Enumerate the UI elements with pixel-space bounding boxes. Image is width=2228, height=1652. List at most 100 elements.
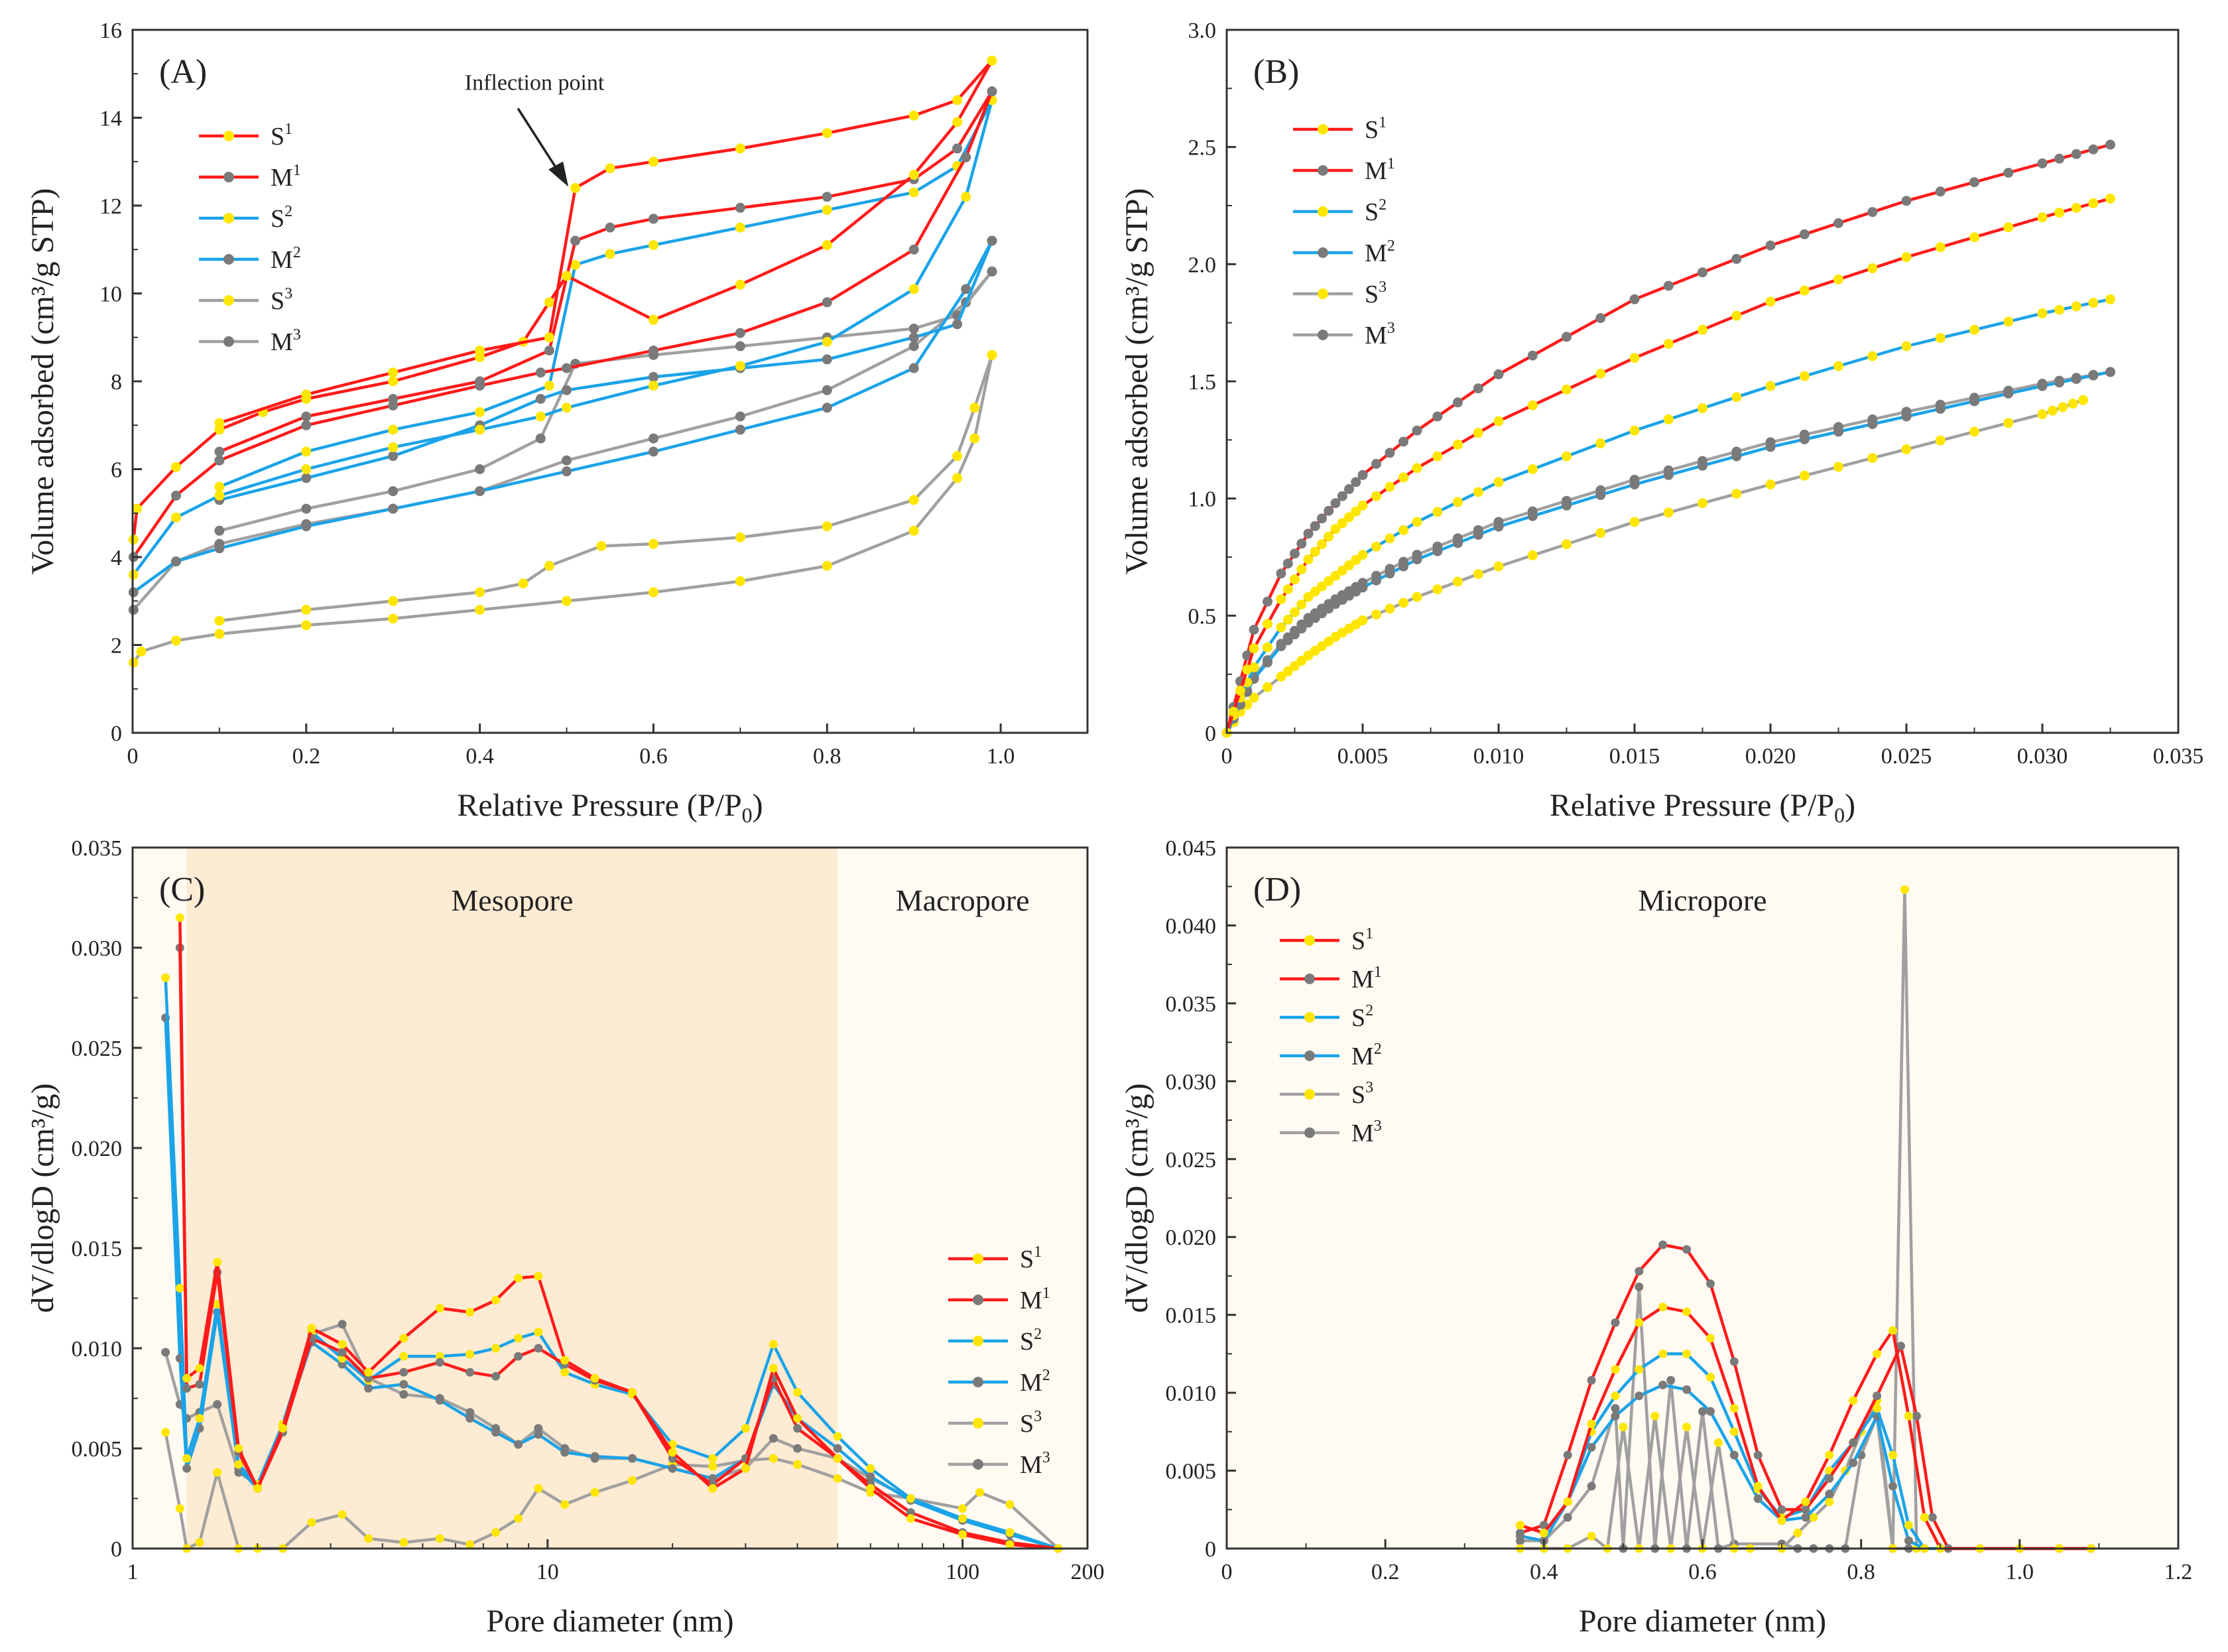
x-tick-label: 0.2 — [1371, 1560, 1400, 1584]
data-point — [822, 354, 832, 365]
data-point — [735, 532, 745, 542]
data-point — [649, 214, 658, 224]
data-point — [514, 1273, 523, 1283]
data-point — [2037, 409, 2048, 419]
legend-marker — [1318, 288, 1328, 299]
panel-b: 0 0.5 1.0 1.5 2.0 2.5 3.0 0 0.005 0.010 0.015 0.020… — [1119, 19, 2203, 827]
legend-marker — [1304, 1089, 1315, 1100]
data-point — [301, 503, 312, 514]
data-point — [590, 1488, 599, 1497]
panel-label: (C) — [159, 871, 205, 909]
data-point — [534, 1430, 543, 1439]
legend-marker — [973, 1418, 983, 1429]
data-point — [214, 455, 225, 466]
data-point — [562, 385, 572, 395]
data-point — [1290, 629, 1300, 640]
data-point — [866, 1484, 875, 1493]
legend-label: S2 — [271, 203, 292, 233]
data-point — [2071, 301, 2081, 312]
data-point — [708, 1454, 717, 1463]
data-point — [562, 455, 572, 466]
data-point — [1901, 196, 1912, 206]
x-tick-label: 0 — [1221, 744, 1233, 769]
data-point — [1731, 451, 1742, 462]
data-point — [171, 490, 181, 501]
data-point — [182, 1454, 192, 1463]
legend-marker — [223, 295, 234, 306]
data-point — [234, 1444, 243, 1453]
data-point — [708, 1474, 717, 1483]
data-point — [1385, 604, 1395, 614]
data-point — [2054, 304, 2065, 315]
data-point — [1663, 507, 1674, 518]
data-point — [649, 371, 658, 382]
data-point — [175, 1504, 184, 1513]
data-point — [969, 403, 980, 413]
data-point — [1242, 665, 1253, 675]
y-tick-label: 0 — [111, 1537, 122, 1562]
data-point — [1473, 529, 1483, 540]
data-point — [1587, 1375, 1596, 1385]
data-point — [1432, 546, 1443, 556]
data-point — [1317, 581, 1327, 592]
y-tick-label: 0.030 — [1166, 1070, 1217, 1094]
y-axis-label: Volume adsorbed (cm³/g STP) — [1119, 188, 1154, 575]
data-point — [708, 1462, 717, 1471]
legend-label: S3 — [1365, 279, 1387, 308]
data-point — [1398, 436, 1408, 447]
data-point — [1385, 481, 1395, 492]
y-axis-label: dV/dlogD (cm³/g) — [1119, 1083, 1154, 1312]
legend-label: M2 — [1351, 1041, 1382, 1070]
data-point — [961, 284, 971, 294]
data-point — [475, 486, 485, 497]
data-point — [2054, 208, 2065, 218]
data-point — [301, 446, 312, 457]
data-point — [1731, 489, 1742, 499]
data-point — [1928, 1513, 1937, 1522]
series-line — [1519, 1352, 1941, 1551]
y-tick-label: 0.020 — [1166, 1226, 1217, 1250]
data-point — [234, 1460, 243, 1469]
y-tick-label: 0.030 — [72, 936, 123, 961]
data-point — [1635, 1365, 1644, 1374]
data-point — [182, 1464, 192, 1473]
data-point — [1235, 685, 1245, 696]
data-point — [1801, 1505, 1810, 1514]
data-point — [301, 620, 312, 631]
data-point — [1249, 643, 1259, 654]
data-point — [1263, 596, 1272, 607]
data-point — [735, 279, 745, 290]
data-point — [388, 596, 399, 606]
data-point — [1330, 498, 1341, 509]
data-point — [182, 1373, 192, 1383]
x-tick-label: 0.030 — [2017, 744, 2068, 769]
data-point — [735, 202, 745, 213]
legend-label: M3 — [271, 326, 301, 356]
data-point — [338, 1510, 347, 1519]
legend-marker — [1304, 1127, 1315, 1138]
data-point — [2071, 374, 2081, 384]
data-point — [1527, 511, 1538, 521]
data-point — [822, 128, 832, 139]
data-point — [214, 446, 225, 457]
data-point — [952, 95, 963, 105]
legend-label: S3 — [1351, 1079, 1373, 1109]
legend-label: S1 — [1020, 1243, 1042, 1273]
y-tick-label: 0.040 — [1166, 914, 1217, 938]
data-point — [364, 1373, 373, 1383]
data-point — [1867, 207, 1878, 218]
data-point — [1765, 296, 1776, 307]
data-point — [1432, 411, 1443, 422]
data-point — [1867, 351, 1878, 361]
data-point — [491, 1296, 501, 1304]
data-point — [1587, 1482, 1596, 1491]
data-point — [1432, 507, 1443, 517]
data-point — [866, 1472, 875, 1481]
data-point — [2071, 149, 2081, 159]
data-point — [1888, 1450, 1897, 1460]
data-point — [544, 381, 554, 391]
data-point — [649, 240, 658, 251]
data-point — [2078, 395, 2088, 405]
data-point — [1849, 1396, 1858, 1405]
data-point — [1663, 414, 1674, 424]
